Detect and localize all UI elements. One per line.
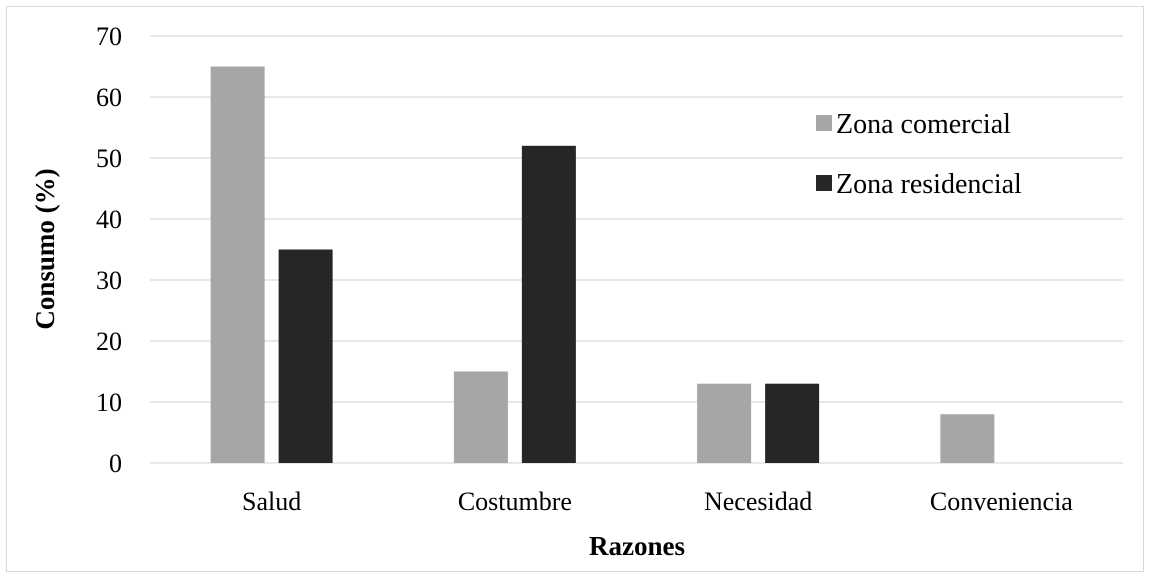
x-tick-label: Necesidad bbox=[704, 487, 812, 516]
y-tick-label: 30 bbox=[96, 266, 122, 295]
bar-conveniencia-series-1 bbox=[940, 414, 995, 463]
x-axis-title: Razones bbox=[589, 531, 685, 561]
bar-costumbre-series-2 bbox=[521, 145, 576, 464]
y-tick-label: 40 bbox=[96, 205, 122, 234]
x-tick-label: Salud bbox=[242, 487, 301, 516]
bar-costumbre-series-1 bbox=[453, 371, 508, 463]
y-tick-label: 50 bbox=[96, 144, 122, 173]
x-tick-label: Costumbre bbox=[458, 487, 572, 516]
legend-swatch bbox=[816, 115, 832, 131]
bar-salud-series-1 bbox=[210, 66, 265, 463]
y-axis-title: Consumo (%) bbox=[30, 168, 60, 329]
bar-necesidad-series-1 bbox=[697, 383, 752, 463]
x-tick-label: Conveniencia bbox=[930, 487, 1073, 516]
y-tick-label: 10 bbox=[96, 388, 122, 417]
legend-label: Zona residencial bbox=[836, 169, 1022, 200]
bar-salud-series-2 bbox=[278, 249, 333, 463]
legend-label: Zona comercial bbox=[836, 109, 1011, 140]
x-axis-ticks: Salud Costumbre Necesidad Conveniencia bbox=[242, 487, 1073, 516]
y-tick-label: 20 bbox=[96, 327, 122, 356]
bars bbox=[210, 66, 995, 464]
y-tick-label: 0 bbox=[109, 449, 122, 478]
y-tick-label: 70 bbox=[96, 22, 122, 51]
legend: Zona comercial Zona residencial bbox=[816, 109, 1022, 200]
y-tick-label: 60 bbox=[96, 83, 122, 112]
legend-swatch bbox=[816, 175, 832, 191]
y-axis-ticks: 0 10 20 30 40 50 60 70 bbox=[96, 22, 122, 478]
bar-necesidad-series-2 bbox=[765, 383, 820, 463]
